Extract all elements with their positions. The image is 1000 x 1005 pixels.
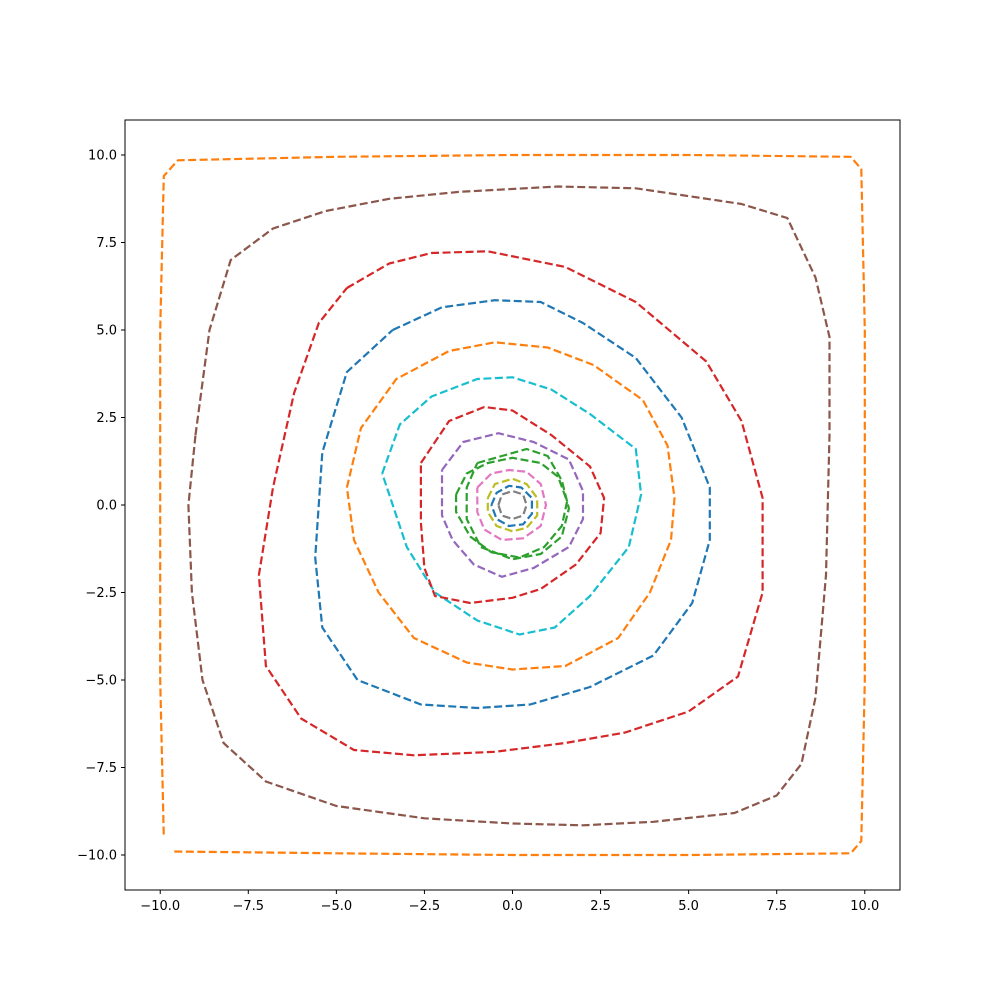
contour-line-11	[476, 468, 548, 542]
x-tick-label: 0.0	[502, 899, 523, 914]
x-axis: −10.0 −7.5 −5.0 −2.5 0.0 2.5 5.0 7.5 10.0	[140, 890, 879, 914]
contour-line-9	[455, 456, 569, 559]
y-tick-label: −5.0	[85, 674, 117, 689]
contour-line-8	[440, 432, 585, 578]
y-tick-label: 5.0	[96, 324, 117, 339]
contour-line-14	[497, 489, 528, 521]
contour-line-10	[465, 447, 570, 561]
plot-area	[159, 153, 866, 857]
x-tick-label: −5.0	[321, 899, 353, 914]
contour-line-3	[257, 250, 764, 757]
x-tick-label: −2.5	[409, 899, 441, 914]
contour-line-13	[490, 484, 533, 528]
x-tick-label: −7.5	[233, 899, 265, 914]
y-tick-label: 7.5	[96, 236, 117, 251]
y-tick-label: 2.5	[96, 411, 117, 426]
x-tick-label: 5.0	[678, 899, 699, 914]
x-tick-label: 7.5	[766, 899, 787, 914]
contour-line-12	[486, 477, 539, 533]
contour-line-7	[419, 405, 606, 605]
x-tick-label: 2.5	[590, 899, 611, 914]
contour-line-4	[314, 299, 711, 710]
contour-line-6	[381, 376, 643, 636]
y-tick-label: 0.0	[96, 499, 117, 514]
y-tick-label: −2.5	[85, 586, 117, 601]
y-tick-label: −7.5	[85, 761, 117, 776]
x-tick-label: 10.0	[850, 899, 879, 914]
contour-line-5	[345, 341, 676, 671]
y-tick-label: 10.0	[88, 149, 117, 164]
contour-line-2	[187, 185, 831, 827]
y-axis: −10.0 −7.5 −5.0 −2.5 0.0 2.5 5.0 7.5 10.0	[77, 149, 125, 864]
y-tick-label: −10.0	[77, 849, 117, 864]
contour-line-1	[159, 153, 866, 857]
x-tick-label: −10.0	[140, 899, 180, 914]
axes-frame	[124, 119, 901, 891]
